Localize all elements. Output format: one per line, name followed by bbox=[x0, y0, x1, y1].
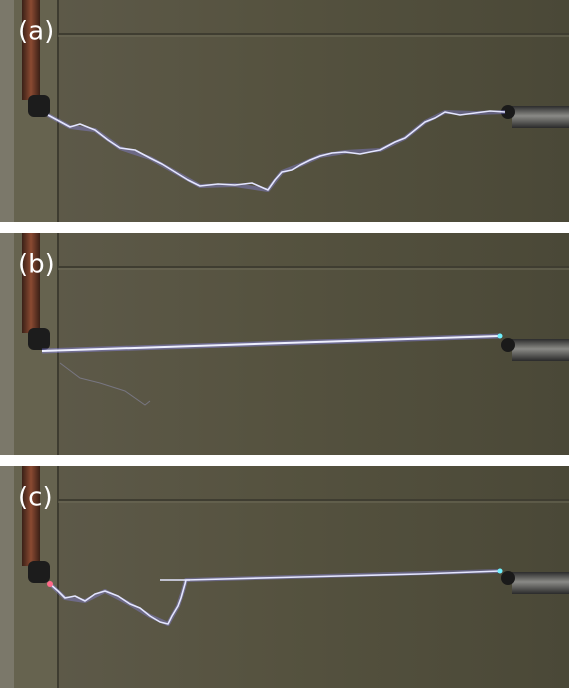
panel-b: (b) bbox=[0, 233, 569, 455]
figure: (a) (b) (c) bbox=[0, 0, 569, 688]
page: (a) (b) (c) (() => { const data = JSON.p… bbox=[0, 0, 569, 688]
panel-a: (a) bbox=[0, 0, 569, 222]
panel-label: (c) bbox=[18, 483, 53, 513]
panel-label: (a) bbox=[18, 17, 54, 47]
panel-c: (c) bbox=[0, 466, 569, 688]
panel-label: (b) bbox=[18, 250, 55, 280]
